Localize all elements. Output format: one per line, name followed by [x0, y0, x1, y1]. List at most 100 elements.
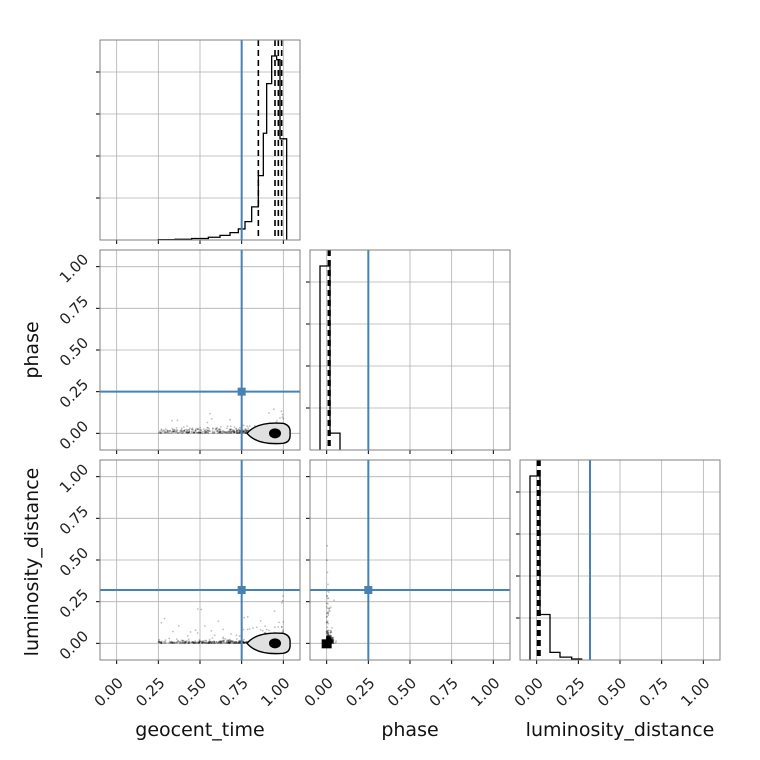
panel-geocent-lumdist-sample-point — [213, 641, 215, 643]
panel-geocent-phase-sample-point — [218, 430, 221, 433]
panel-phase-lumdist-sample-point — [332, 642, 335, 644]
panel-phase-lumdist-sample-point — [329, 636, 332, 639]
panel-geocent-phase-sample-point — [233, 431, 236, 434]
panel-phase-lumdist-sample-point — [327, 637, 330, 640]
panel-geocent-lumdist-sample-point — [158, 640, 161, 643]
panel-geocent-lumdist-sample-point — [242, 642, 245, 644]
panel-geocent-lumdist-sample-point — [231, 642, 234, 644]
panel-geocent-lumdist-sample-point — [282, 629, 284, 631]
panel-geocent-lumdist-sample-point — [170, 642, 172, 644]
panel-geocent-lumdist-sample-point — [184, 642, 187, 645]
panel-geocent-lumdist-sample-point — [216, 642, 218, 644]
panel-geocent-lumdist-sample-point — [192, 641, 195, 644]
panel-phase-lumdist-sample-point — [326, 637, 329, 640]
panel-phase-lumdist-sample-point — [327, 636, 330, 639]
panel-geocent-lumdist-sample-point — [213, 640, 215, 643]
panel-geocent-lumdist-sample-point — [205, 642, 208, 644]
panel-geocent-lumdist-xticklabel-0: 0.00 — [91, 674, 127, 710]
panel-geocent-phase-sample-point — [208, 430, 211, 433]
panel-phase-lumdist-sample-point — [331, 637, 334, 639]
panel-geocent-lumdist-sample-point — [201, 641, 204, 644]
panel-geocent-phase-sample-point — [236, 432, 238, 435]
panel-geocent-lumdist-sample-point — [235, 640, 238, 643]
panel-geocent-phase-sample-point — [194, 430, 197, 433]
panel-geocent-phase-sample-point — [171, 428, 174, 431]
panel-phase-lumdist-sample-point — [327, 632, 329, 635]
panel-geocent-phase-sample-point — [245, 430, 248, 432]
panel-geocent-phase-sample-point — [188, 431, 191, 434]
panel-geocent-lumdist-sample-point — [280, 626, 283, 628]
panel-geocent-lumdist-sample-point — [235, 642, 238, 645]
panel-geocent-lumdist-sample-point — [228, 641, 231, 644]
panel-phase-lumdist-sample-point — [329, 637, 331, 640]
panel-phase-lumdist-sample-point — [332, 640, 334, 642]
panel-geocent-lumdist-sample-point — [184, 641, 187, 644]
panel-geocent-phase-sample-point — [217, 430, 220, 433]
panel-geocent-phase-sample-point — [187, 429, 189, 432]
panel-geocent-phase-sample-point — [244, 432, 247, 434]
panel-geocent-phase-sample-point — [220, 430, 222, 433]
panel-geocent-phase-sample-point — [194, 429, 197, 432]
panel-phase-lumdist-sample-point — [331, 638, 334, 641]
panel-geocent-lumdist-sample-point — [235, 641, 238, 643]
panel-geocent-lumdist-sample-point — [243, 641, 246, 644]
panel-lumdist-hist-xticklabel-2: 0.50 — [594, 674, 630, 710]
panel-geocent-phase-sample-point — [218, 428, 220, 431]
panel-geocent-phase-sample-point — [175, 427, 178, 429]
panel-phase-lumdist-sample-point — [327, 629, 330, 632]
panel-geocent-phase-sample-point — [236, 431, 238, 434]
panel-phase-lumdist-sample-point — [327, 637, 329, 639]
panel-geocent-lumdist-sample-point — [220, 642, 222, 644]
panel-geocent-lumdist-sample-point — [228, 642, 231, 645]
panel-geocent-lumdist-sample-point — [245, 640, 248, 643]
panel-geocent-phase-sample-point — [238, 432, 241, 434]
panel-phase-lumdist-sample-point — [325, 605, 328, 608]
panel-geocent-lumdist-sample-point — [188, 642, 191, 645]
panel-phase-lumdist-sample-point — [326, 632, 329, 635]
panel-geocent-phase-sample-point — [205, 430, 208, 433]
panel-phase-lumdist-sample-point — [328, 637, 331, 639]
panel-geocent-lumdist-sample-point — [235, 641, 238, 644]
panel-geocent-lumdist-frame — [99, 459, 301, 661]
panel-geocent-lumdist-sample-point — [192, 641, 194, 643]
panel-phase-lumdist-sample-point — [328, 634, 331, 637]
panel-phase-lumdist-sample-point — [326, 621, 328, 623]
panel-geocent-lumdist-sample-point — [193, 642, 196, 645]
panel-geocent-phase-sample-point — [233, 431, 236, 434]
panel-geocent-lumdist-sample-point — [230, 640, 232, 643]
panel-geocent-lumdist-sample-point — [213, 642, 216, 644]
panel-geocent-lumdist-sample-point — [227, 640, 229, 642]
panel-geocent-lumdist-sample-point — [208, 641, 211, 644]
panel-geocent-lumdist-sample-point — [221, 641, 224, 644]
panel-phase-lumdist-sample-point — [332, 642, 335, 645]
ylabel-phase: phase — [21, 321, 43, 378]
panel-geocent-phase-sample-point — [176, 429, 179, 432]
panel-geocent-lumdist-sample-point — [177, 625, 180, 627]
panel-geocent-lumdist-sample-point — [244, 642, 247, 644]
panel-phase-lumdist-sample-point — [326, 637, 329, 640]
panel-geocent-phase-sample-point — [215, 428, 218, 430]
panel-geocent-lumdist-sample-point — [226, 642, 229, 645]
panel-phase-lumdist-sample-point — [327, 635, 330, 638]
panel-lumdist-hist-xticklabel-3: 0.75 — [636, 674, 672, 710]
panel-phase-lumdist-sample-point — [327, 637, 330, 639]
panel-geocent-phase-sample-point — [197, 431, 200, 434]
panel-geocent-phase-sample-point — [272, 408, 275, 411]
panel-geocent-lumdist-sample-point — [213, 641, 216, 643]
panel-geocent-lumdist-sample-point — [243, 641, 246, 644]
panel-geocent-phase-sample-point — [183, 429, 186, 432]
panel-phase-lumdist-sample-point — [328, 636, 330, 638]
panel-geocent-lumdist-sample-point — [207, 641, 210, 644]
panel-geocent-phase-sample-point — [230, 431, 233, 434]
panel-geocent-phase-sample-point — [176, 419, 179, 422]
panel-phase-lumdist-sample-point — [327, 634, 330, 637]
panel-phase-lumdist-sample-point — [329, 637, 332, 640]
panel-phase-lumdist-sample-point — [327, 622, 330, 625]
panel-geocent-lumdist-sample-point — [273, 626, 276, 629]
panel-geocent-phase-sample-point — [282, 417, 285, 420]
panel-geocent-lumdist-sample-point — [172, 642, 175, 644]
panel-phase-lumdist-sample-point — [332, 636, 335, 639]
panel-geocent-phase-sample-point — [222, 432, 225, 434]
panel-geocent-phase-sample-point — [220, 432, 223, 435]
